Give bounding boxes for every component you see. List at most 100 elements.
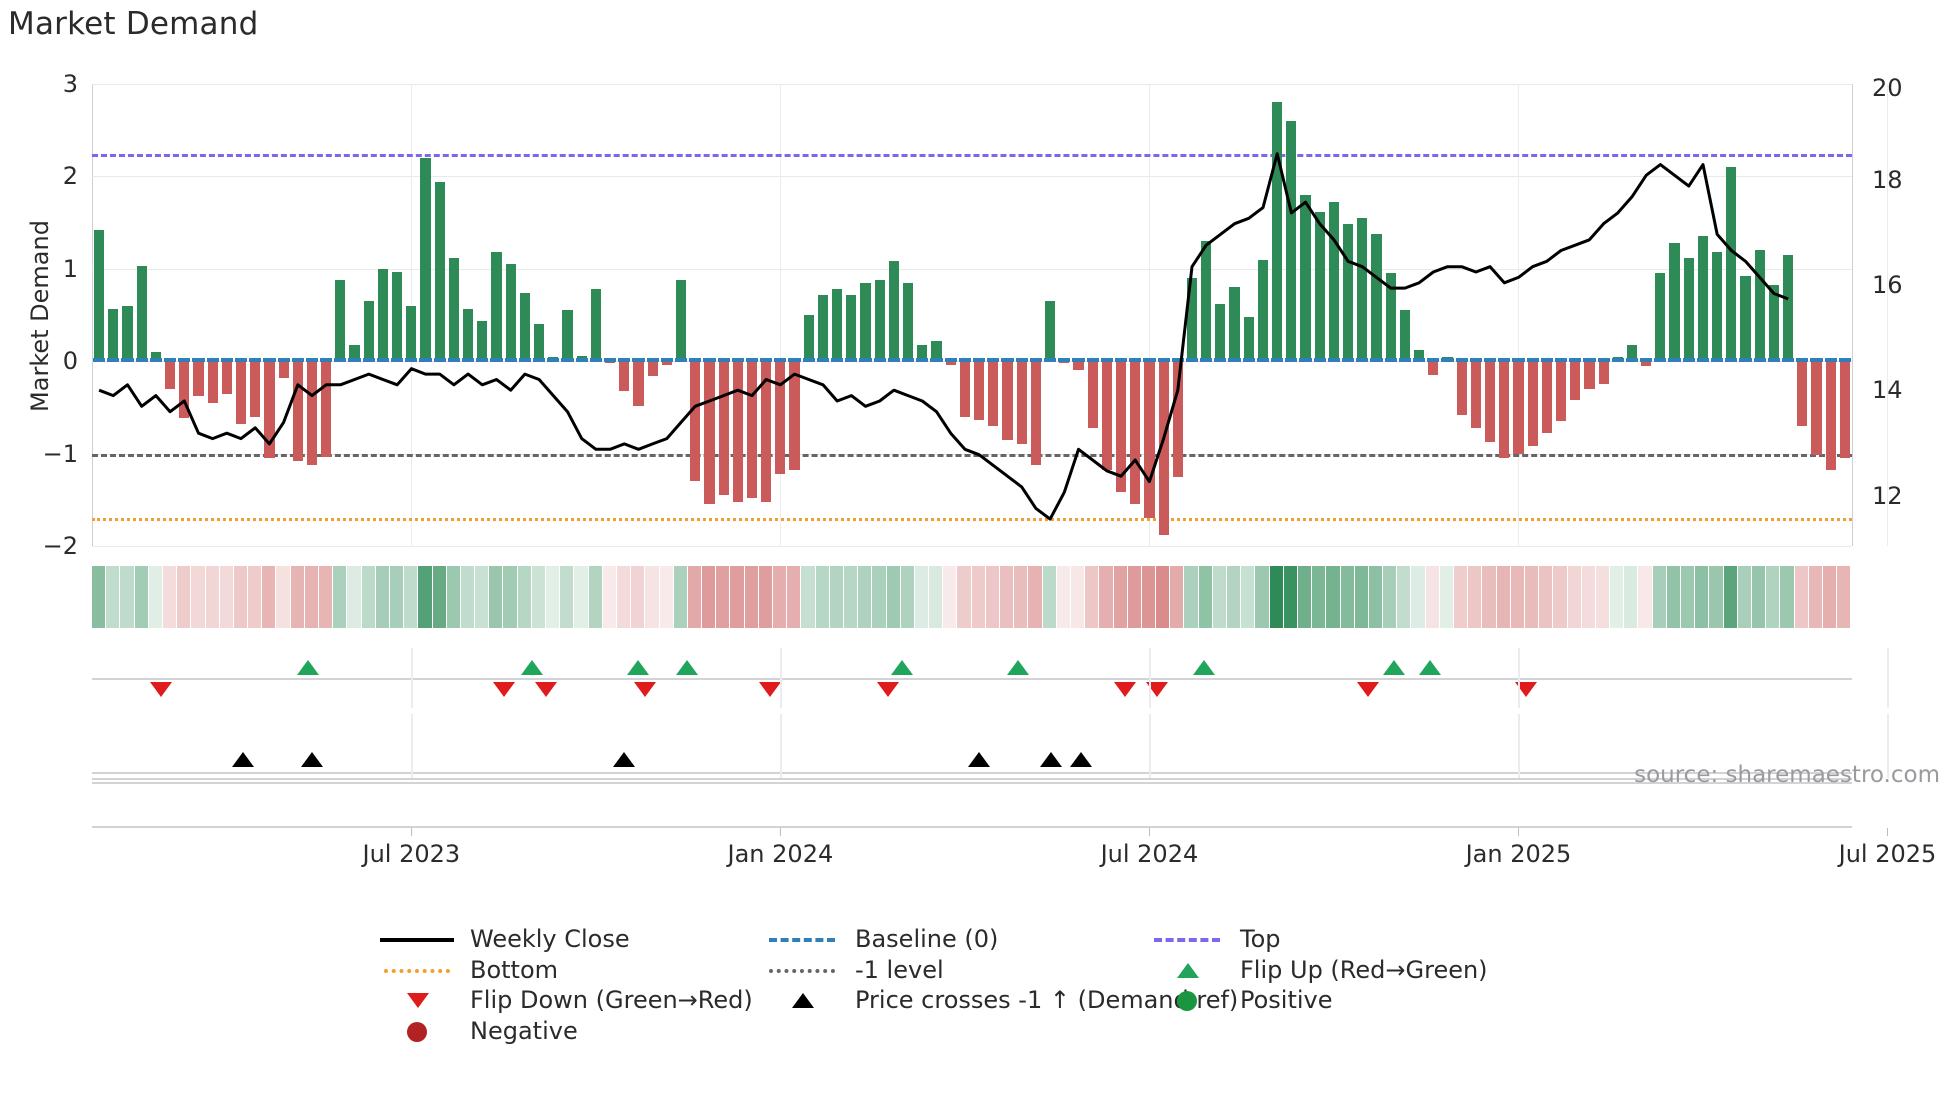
heatmap-cell (773, 566, 787, 628)
baseline-cap (1356, 358, 1369, 363)
heatmap-cell (531, 566, 545, 628)
legend-item[interactable]: Positive (1150, 986, 1333, 1014)
spacer-rule-1 (92, 778, 1852, 780)
heatmap-cell (1468, 566, 1482, 628)
demand-bar (1499, 361, 1510, 459)
legend-swatch (380, 1019, 454, 1043)
demand-bar (775, 361, 786, 474)
demand-bar (477, 321, 488, 362)
heatmap-cell (162, 566, 177, 628)
heatmap-cell (560, 566, 574, 628)
heatmap-cell (1837, 566, 1851, 628)
demand-bar (1768, 285, 1780, 362)
baseline-cap (1114, 358, 1128, 363)
legend-item[interactable]: Baseline (0) (765, 925, 998, 953)
legend-swatch (380, 988, 454, 1012)
demand-bar (278, 361, 289, 378)
demand-bar (846, 294, 857, 362)
demand-bar (1229, 287, 1240, 362)
baseline-cap (717, 358, 730, 363)
legend-item[interactable]: -1 level (765, 956, 944, 984)
x-tick-label: Jan 2025 (1465, 840, 1572, 868)
baseline-cap (1242, 358, 1255, 363)
heatmap-cell (1070, 566, 1085, 628)
spacer-rule-line-1 (92, 778, 1852, 780)
heatmap-cell (1439, 566, 1453, 628)
heatmap-cell (673, 566, 687, 628)
baseline-cap (816, 358, 830, 363)
demand-bar (1456, 361, 1467, 415)
heatmap-cell (120, 566, 134, 628)
heatmap-cell (1709, 566, 1723, 628)
heatmap-cell (872, 566, 886, 628)
legend-item[interactable]: Price crosses -1 ↑ (Demand ref) (765, 986, 1238, 1014)
marker-row-divider (411, 714, 414, 778)
price-cross-marker (1040, 752, 1063, 767)
heatmap-cell (1056, 566, 1070, 628)
heatmap-cell (205, 566, 219, 628)
baseline-cap (1200, 358, 1213, 363)
x-tick-label: Jul 2024 (1100, 840, 1199, 868)
demand-bar (1669, 242, 1680, 362)
demand-bar (1655, 273, 1666, 362)
baseline-cap (1796, 358, 1809, 363)
baseline-cap (802, 358, 815, 363)
heatmap-cell (900, 566, 914, 628)
x-tick-label: Jan 2024 (727, 840, 834, 868)
legend-item[interactable]: Bottom (380, 956, 558, 984)
legend-item[interactable]: Flip Up (Red→Green) (1150, 956, 1488, 984)
demand-bar (1413, 350, 1425, 362)
flip-up-marker (1418, 660, 1441, 675)
legend-item[interactable]: Top (1150, 925, 1281, 953)
page-title: Market Demand (8, 6, 259, 42)
demand-bar (321, 361, 332, 458)
heatmap-cell (262, 566, 276, 628)
baseline-cap (887, 358, 901, 363)
y-axis-tick: 3 (62, 70, 78, 98)
demand-bar (1286, 120, 1297, 362)
baseline-cap (1526, 358, 1539, 363)
baseline-cap (845, 358, 858, 363)
legend-item[interactable]: Flip Down (Green→Red) (380, 986, 753, 1014)
demand-bar (633, 361, 644, 406)
heatmap-cell (1425, 566, 1439, 628)
demand-bar (1215, 303, 1226, 362)
legend-label: Flip Up (Red→Green) (1240, 955, 1488, 984)
legend-label: Baseline (0) (855, 925, 999, 953)
price-cross-marker (968, 752, 991, 767)
heatmap-cell (1198, 566, 1212, 628)
heatmap-cell (730, 566, 744, 628)
demand-bar (1087, 361, 1098, 428)
heatmap-cell (219, 566, 233, 628)
legend-item[interactable]: Negative (380, 1017, 578, 1045)
baseline-cap (362, 358, 375, 363)
baseline-cap (972, 358, 986, 363)
demand-bar (888, 261, 900, 362)
legend-item[interactable]: Weekly Close (380, 925, 630, 953)
x-axis-line (92, 826, 1852, 828)
baseline-cap (1512, 358, 1525, 363)
demand-bar (1186, 278, 1198, 362)
heatmap-cell (517, 566, 531, 628)
demand-bar (860, 282, 871, 362)
heatmap-cell (1737, 566, 1751, 628)
y2-axis-tick: 14 (1872, 376, 1903, 404)
baseline-cap (660, 358, 673, 363)
baseline-cap (490, 358, 503, 363)
heatmap-cell (758, 566, 772, 628)
legend-swatch (1150, 988, 1224, 1012)
demand-bar (1570, 361, 1581, 400)
heatmap-cell (1085, 566, 1099, 628)
heatmap-cell (1354, 566, 1368, 628)
baseline-cap (1412, 358, 1426, 363)
baseline-cap (1583, 358, 1596, 363)
legend-label: Bottom (470, 955, 559, 984)
marker-row-divider (1149, 714, 1152, 778)
heatmap-cell (1681, 566, 1695, 628)
legend-label: Price crosses -1 ↑ (Demand ref) (855, 986, 1239, 1015)
heatmap-cell (446, 566, 460, 628)
baseline-cap (1753, 358, 1766, 363)
demand-bar (1030, 361, 1041, 465)
heatmap-cell (886, 566, 900, 628)
marker-row-divider (780, 714, 783, 778)
